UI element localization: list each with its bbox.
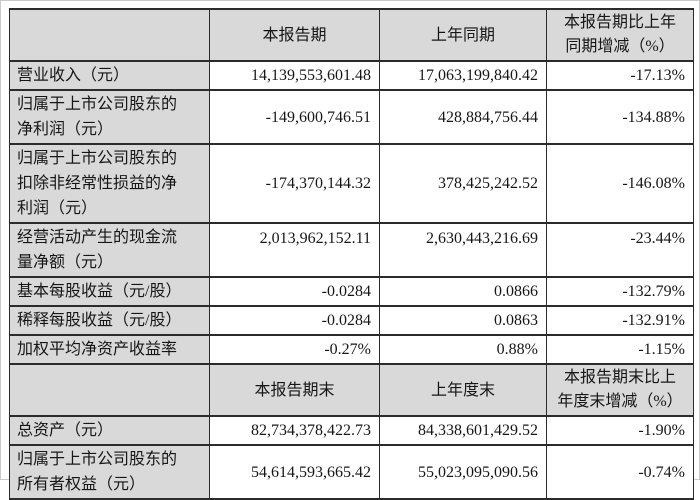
- row-label: 归属于上市公司股东的净利润（元）: [9, 89, 210, 145]
- financial-summary-table: 本报告期 上年同期 本报告期比上年 同期增减（%） 营业收入（元） 14,139…: [9, 8, 694, 500]
- row-label: 归属于上市公司股东的所有者权益（元）: [9, 444, 210, 500]
- row-label: 基本每股收益（元/股）: [9, 276, 210, 307]
- header-empty-cell: [9, 363, 210, 417]
- value-prior: 0.0863: [379, 305, 547, 336]
- header-period-end-change: 本报告期末比上 年度末增减（%）: [546, 363, 694, 417]
- table-row-diluted-eps: 稀释每股收益（元/股） -0.0284 0.0863 -132.91%: [9, 305, 694, 336]
- header-period-change: 本报告期比上年 同期增减（%）: [546, 8, 694, 62]
- row-label: 归属于上市公司股东的扣除非经常性损益的净利润（元）: [9, 143, 210, 224]
- row-label: 总资产（元）: [9, 415, 210, 446]
- value-current: -0.27%: [209, 334, 380, 365]
- value-change: -132.79%: [546, 276, 694, 307]
- value-change: -1.15%: [546, 334, 694, 365]
- table-row-net-profit-excl-nonrecurring: 归属于上市公司股东的扣除非经常性损益的净利润（元） -174,370,144.3…: [9, 143, 694, 224]
- value-change: -134.88%: [546, 89, 694, 145]
- value-current: 54,614,593,665.42: [209, 444, 380, 500]
- row-label: 稀释每股收益（元/股）: [9, 305, 210, 336]
- value-change: -1.90%: [546, 415, 694, 446]
- table-row-basic-eps: 基本每股收益（元/股） -0.0284 0.0866 -132.79%: [9, 276, 694, 307]
- value-prior: 0.0866: [379, 276, 547, 307]
- value-current: 82,734,378,422.73: [209, 415, 380, 446]
- value-current: 2,013,962,152.11: [209, 222, 380, 278]
- value-prior: 428,884,756.44: [379, 89, 547, 145]
- value-prior: 17,063,199,840.42: [379, 60, 547, 91]
- row-label: 经营活动产生的现金流量净额（元）: [9, 222, 210, 278]
- value-prior: 0.88%: [379, 334, 547, 365]
- period-end-header-row: 本报告期末 上年度末 本报告期末比上 年度末增减（%）: [9, 363, 694, 417]
- value-current: -174,370,144.32: [209, 143, 380, 224]
- value-current: -0.0284: [209, 276, 380, 307]
- value-prior: 84,338,601,429.52: [379, 415, 547, 446]
- header-current-period-end: 本报告期末: [209, 363, 380, 417]
- header-period-change-line2: 同期增减（%）: [565, 38, 675, 55]
- table-row-total-assets: 总资产（元） 82,734,378,422.73 84,338,601,429.…: [9, 415, 694, 446]
- header-period-end-change-line2: 年度末增减（%）: [557, 393, 683, 410]
- header-prior-period: 上年同期: [379, 8, 547, 62]
- row-label: 营业收入（元）: [9, 60, 210, 91]
- value-prior: 2,630,443,216.69: [379, 222, 547, 278]
- header-period-change-line1: 本报告期比上年: [563, 14, 676, 31]
- value-change: -132.91%: [546, 305, 694, 336]
- table-row-operating-cash-flow: 经营活动产生的现金流量净额（元） 2,013,962,152.11 2,630,…: [9, 222, 694, 278]
- value-change: -17.13%: [546, 60, 694, 91]
- header-current-period: 本报告期: [209, 8, 380, 62]
- period-header-row: 本报告期 上年同期 本报告期比上年 同期增减（%）: [9, 8, 694, 62]
- value-prior: 378,425,242.52: [379, 143, 547, 224]
- header-empty-cell: [9, 8, 210, 62]
- header-period-end-change-line1: 本报告期末比上: [563, 369, 676, 386]
- value-current: -0.0284: [209, 305, 380, 336]
- table-row-net-profit: 归属于上市公司股东的净利润（元） -149,600,746.51 428,884…: [9, 89, 694, 145]
- table-row-owners-equity: 归属于上市公司股东的所有者权益（元） 54,614,593,665.42 55,…: [9, 444, 694, 500]
- value-change: -23.44%: [546, 222, 694, 278]
- value-current: -149,600,746.51: [209, 89, 380, 145]
- value-prior: 55,023,095,090.56: [379, 444, 547, 500]
- table-row-weighted-avg-roe: 加权平均净资产收益率 -0.27% 0.88% -1.15%: [9, 334, 694, 365]
- value-current: 14,139,553,601.48: [209, 60, 380, 91]
- header-prior-year-end: 上年度末: [379, 363, 547, 417]
- row-label: 加权平均净资产收益率: [9, 334, 210, 365]
- value-change: -0.74%: [546, 444, 694, 500]
- value-change: -146.08%: [546, 143, 694, 224]
- table-row-operating-revenue: 营业收入（元） 14,139,553,601.48 17,063,199,840…: [9, 60, 694, 91]
